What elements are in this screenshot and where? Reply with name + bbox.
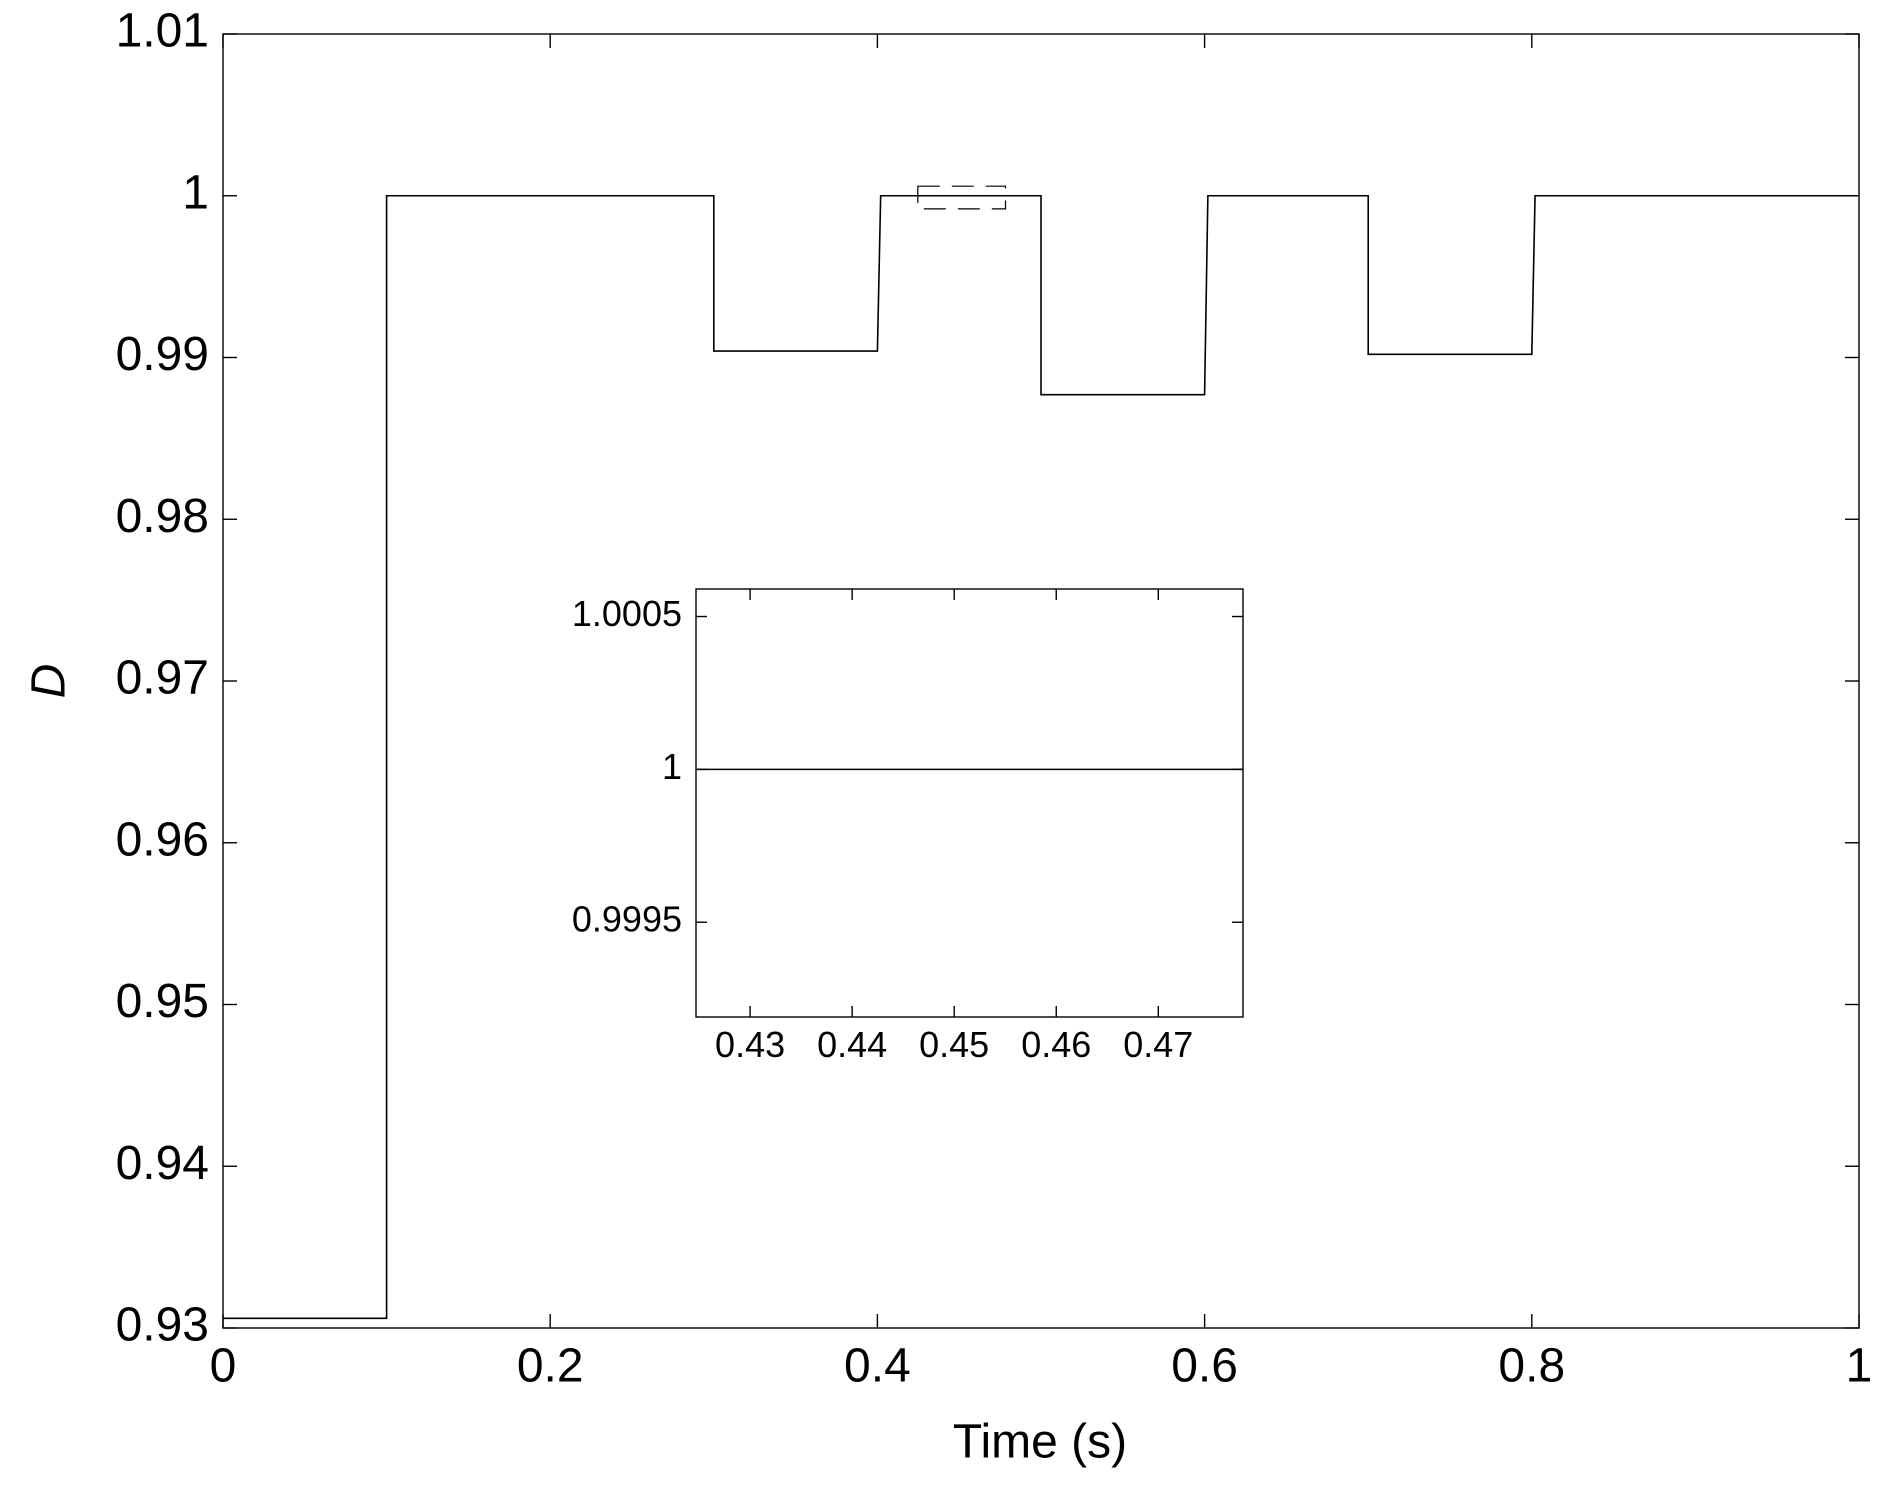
y-tick-label: 0.9995 <box>572 899 682 940</box>
y-tick-label: 0.96 <box>116 813 209 866</box>
y-axis-label: D <box>23 664 76 699</box>
y-tick-label: 1 <box>182 166 209 219</box>
x-tick-label: 0.4 <box>844 1339 911 1392</box>
y-tick-label: 1.0005 <box>572 593 682 634</box>
x-tick-label: 0.6 <box>1171 1339 1238 1392</box>
zoom-region <box>917 185 1007 210</box>
x-axis-label: Time (s) <box>953 1416 1127 1469</box>
y-tick-label: 1.01 <box>116 5 209 58</box>
x-tick-label: 0.2 <box>517 1339 584 1392</box>
y-tick-label: 0.94 <box>116 1137 209 1190</box>
data-line <box>223 194 1859 1320</box>
x-tick-label: 0.8 <box>1498 1339 1565 1392</box>
x-tick-label: 0 <box>210 1339 237 1392</box>
y-tick-label: 0.97 <box>116 652 209 705</box>
x-tick-label: 0.46 <box>1021 1024 1091 1065</box>
y-tick-label: 0.93 <box>116 1299 209 1352</box>
x-tick-label: 0.45 <box>919 1024 989 1065</box>
plot-area <box>695 588 1244 1018</box>
x-tick-label: 1 <box>1846 1339 1873 1392</box>
y-tick-label: 1 <box>662 746 682 787</box>
x-tick-label: 0.43 <box>715 1024 785 1065</box>
y-tick-label: 0.99 <box>116 328 209 381</box>
x-tick-label: 0.47 <box>1123 1024 1193 1065</box>
x-tick-label: 0.44 <box>817 1024 887 1065</box>
y-tick-label: 0.98 <box>116 490 209 543</box>
y-tick-label: 0.95 <box>116 975 209 1028</box>
